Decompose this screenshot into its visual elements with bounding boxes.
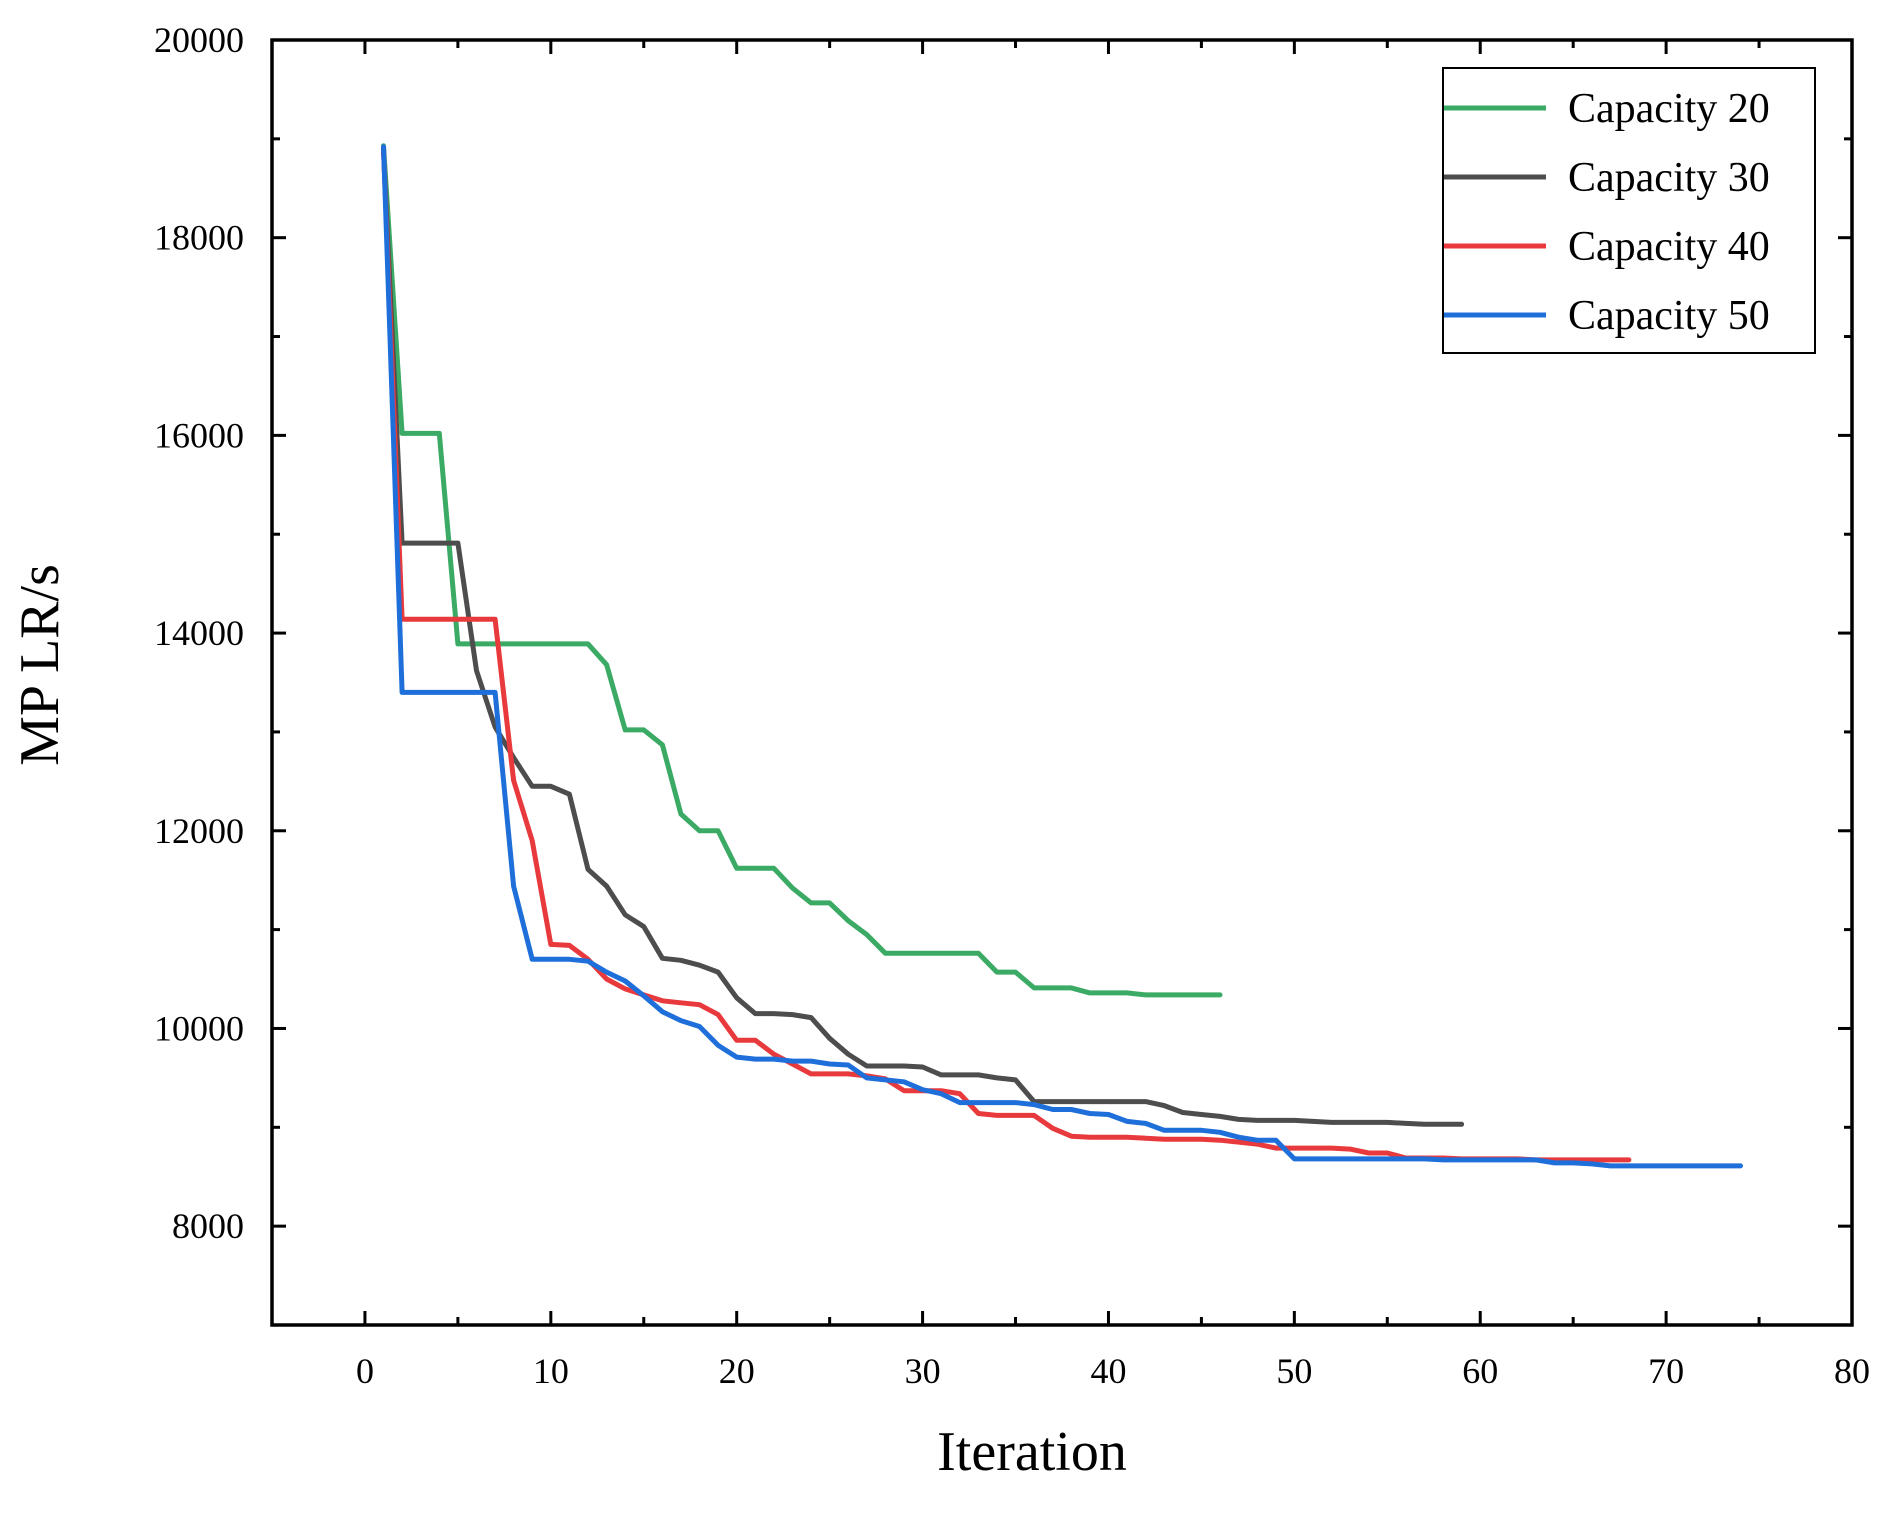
x-tick-label: 80 bbox=[1834, 1351, 1870, 1391]
x-tick-label: 30 bbox=[905, 1351, 941, 1391]
y-tick-label: 18000 bbox=[154, 218, 244, 258]
series-line-capacity-50 bbox=[381, 144, 1743, 1169]
x-tick-label: 70 bbox=[1648, 1351, 1684, 1391]
x-tick-label: 10 bbox=[533, 1351, 569, 1391]
x-tick-label: 0 bbox=[356, 1351, 374, 1391]
series-line-capacity-20 bbox=[381, 143, 1223, 998]
x-axis-title: Iteration bbox=[937, 1421, 1127, 1483]
legend-label: Capacity 50 bbox=[1568, 293, 1770, 339]
plot-frame bbox=[270, 38, 1854, 1327]
legend-box bbox=[1442, 67, 1816, 354]
legend-label: Capacity 40 bbox=[1568, 224, 1770, 270]
y-tick-label: 8000 bbox=[172, 1206, 244, 1246]
y-tick-label: 10000 bbox=[154, 1008, 244, 1048]
x-tick-labels: 0 10 20 30 40 50 60 70 80 bbox=[356, 1351, 1870, 1391]
y-tick-label: 12000 bbox=[154, 811, 244, 851]
y-tick-labels: 8000 10000 12000 14000 16000 18000 20000 bbox=[154, 20, 244, 1246]
x-tick-label: 60 bbox=[1462, 1351, 1498, 1391]
series-lines bbox=[381, 143, 1743, 1169]
y-tick-label: 16000 bbox=[154, 415, 244, 455]
y-tick-label: 20000 bbox=[154, 20, 244, 60]
x-tick-label: 40 bbox=[1090, 1351, 1126, 1391]
legend: Capacity 20 Capacity 30 Capacity 40 Capacit… bbox=[1442, 67, 1816, 354]
legend-label: Capacity 20 bbox=[1568, 86, 1770, 132]
y-axis-title: MP LR/s bbox=[9, 564, 71, 766]
series-line-capacity-30 bbox=[381, 148, 1465, 1127]
y-tick-label: 14000 bbox=[154, 613, 244, 653]
x-tick-label: 50 bbox=[1276, 1351, 1312, 1391]
legend-label: Capacity 30 bbox=[1568, 155, 1770, 201]
x-tick-label: 20 bbox=[719, 1351, 755, 1391]
